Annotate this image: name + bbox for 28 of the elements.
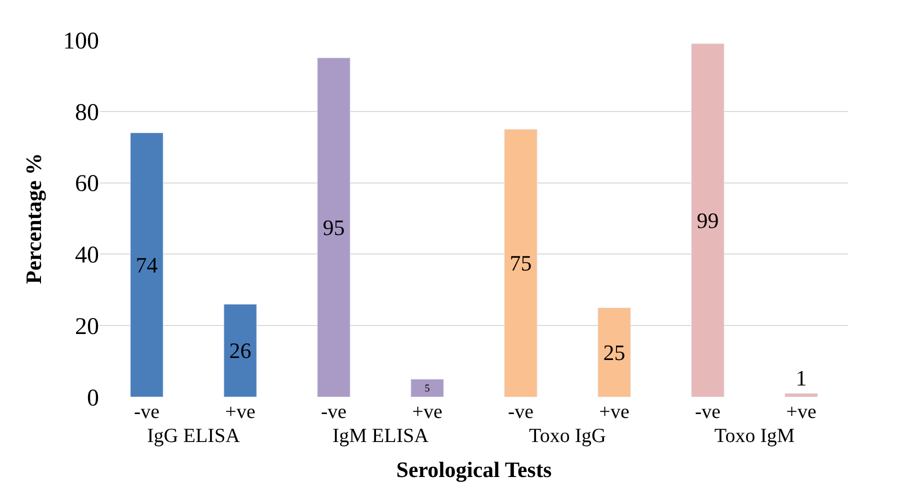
y-tick-label: 80 [75, 100, 99, 126]
x-tick-label: Toxo IgM [714, 425, 795, 447]
y-tick-label: 0 [87, 385, 99, 412]
series-label: +ve [225, 401, 256, 423]
data-label: 1 [796, 365, 807, 390]
x-axis-title: Serological Tests [396, 456, 552, 482]
text: -ve [508, 401, 534, 423]
y-tick-label: 40 [75, 242, 99, 269]
x-tick-label: Toxo IgG [529, 425, 606, 447]
x-tick-label: IgM ELISA [332, 425, 430, 447]
data-label: 75 [510, 250, 532, 276]
data-label: 5 [424, 384, 430, 395]
text: -ve [694, 401, 721, 423]
y-tick-label: 60 [75, 171, 99, 198]
data-label: 26 [229, 338, 252, 364]
text: -ve [320, 401, 347, 423]
data-label: 95 [322, 214, 345, 240]
data-label: 74 [136, 252, 158, 278]
data-label: 25 [603, 340, 626, 365]
text: +ve [599, 401, 630, 423]
x-tick-label: IgG ELISA [147, 425, 240, 447]
y-tick-label: 20 [75, 314, 99, 340]
series-label: -ve [134, 401, 160, 423]
y-axis-title: Percentage % [20, 153, 46, 284]
text: +ve [786, 401, 816, 423]
text: +ve [412, 401, 442, 423]
data-label: 99 [696, 208, 719, 233]
y-tick-label: 100 [63, 28, 99, 54]
